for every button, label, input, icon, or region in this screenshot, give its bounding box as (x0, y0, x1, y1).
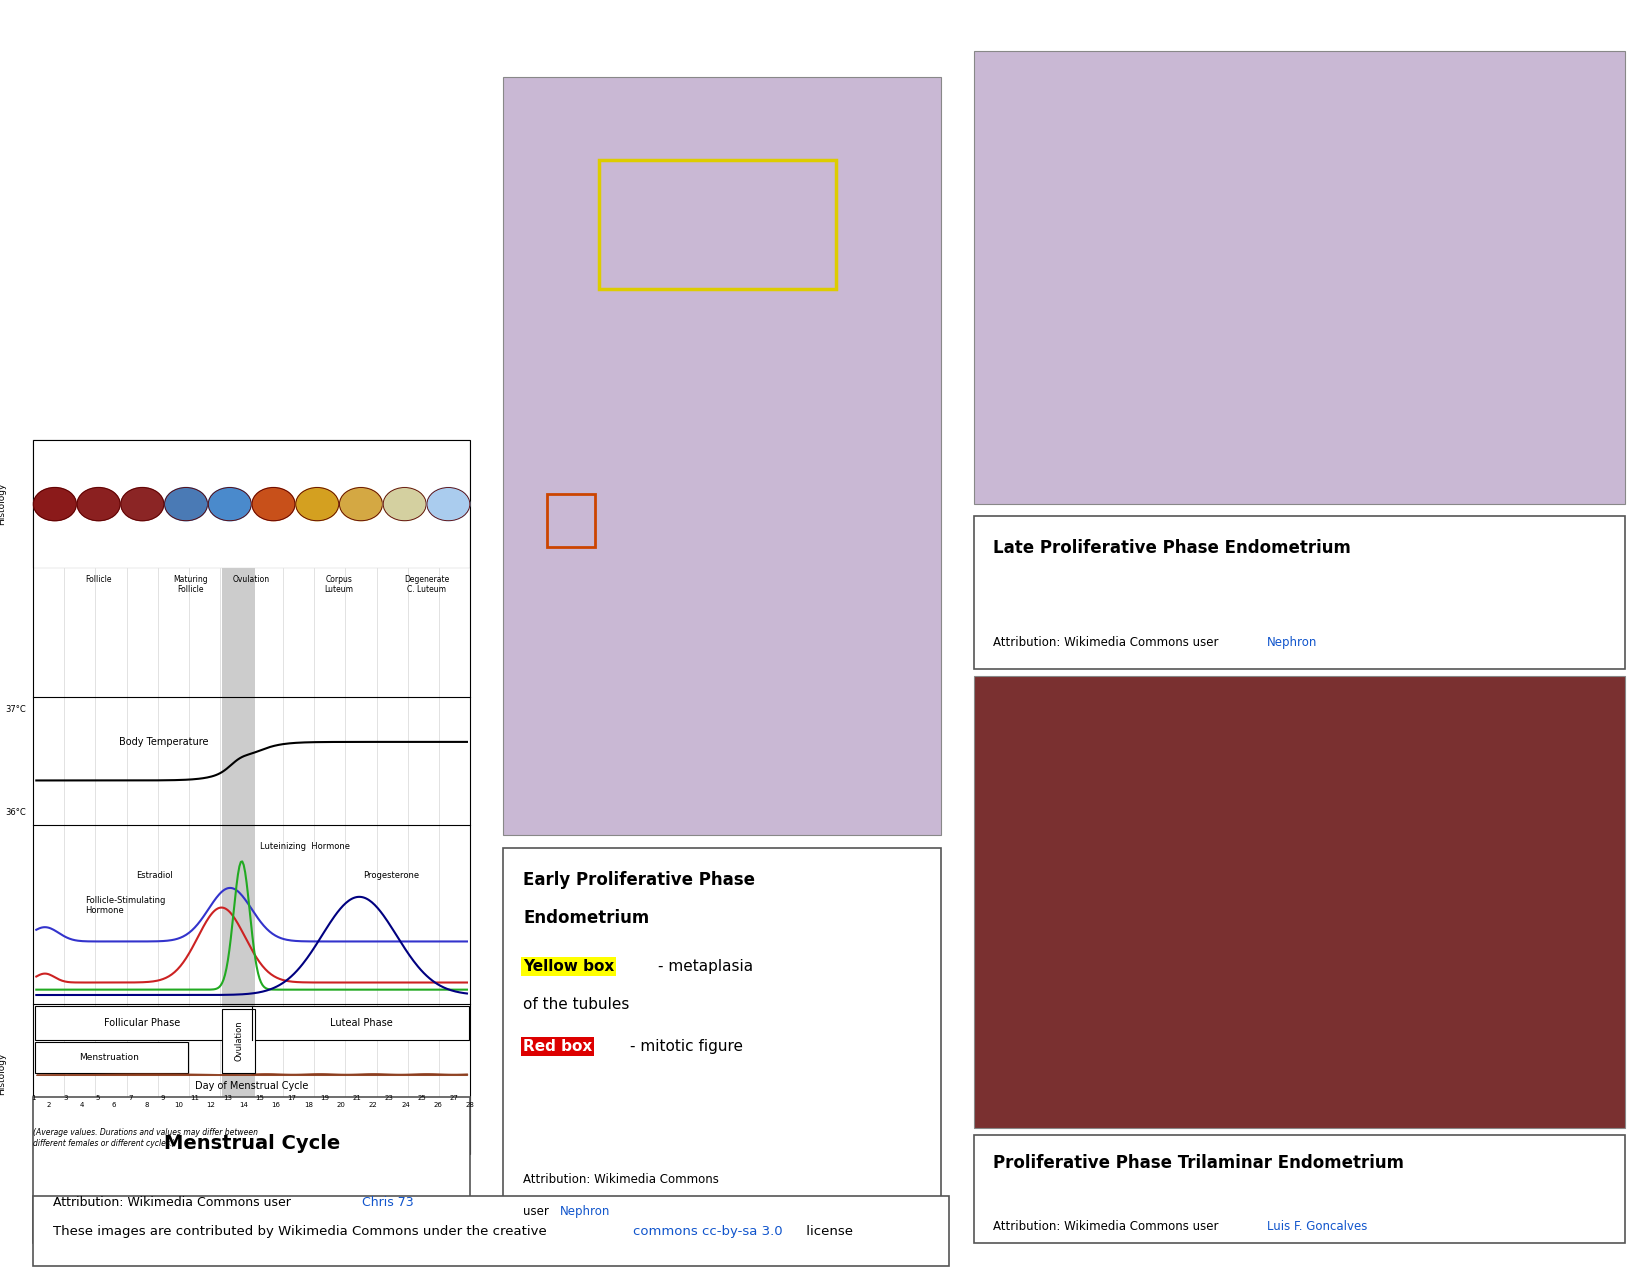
Text: - mitotic figure: - mitotic figure (630, 1039, 742, 1054)
Text: Ovarian
Histology: Ovarian Histology (0, 483, 7, 525)
Bar (33, 1096, 470, 1243)
Bar (503, 848, 940, 1243)
Text: 1: 1 (31, 1095, 35, 1100)
Text: Follicle-Stimulating
Hormone: Follicle-Stimulating Hormone (86, 896, 167, 915)
Text: Luteal Phase: Luteal Phase (330, 1017, 393, 1028)
Bar (35, 1006, 469, 1039)
Text: Ovulation: Ovulation (234, 1020, 243, 1061)
Text: 20: 20 (337, 1103, 345, 1108)
Text: Ovulation: Ovulation (233, 575, 271, 584)
Text: Progesterone: Progesterone (363, 871, 419, 880)
Text: 28: 28 (465, 1103, 475, 1108)
Bar (503, 76, 940, 835)
Circle shape (120, 487, 163, 520)
Text: Corpus
Luteum: Corpus Luteum (325, 575, 353, 594)
Bar (223, 1009, 256, 1072)
Text: - metaplasia: - metaplasia (658, 959, 754, 974)
Text: 14: 14 (239, 1103, 247, 1108)
Bar (599, 159, 835, 289)
Text: 17: 17 (287, 1095, 297, 1100)
Text: 9: 9 (160, 1095, 165, 1100)
Text: 22: 22 (368, 1103, 378, 1108)
Text: 21: 21 (353, 1095, 361, 1100)
Text: 36°C: 36°C (5, 808, 26, 817)
Text: commons cc-by-sa 3.0: commons cc-by-sa 3.0 (634, 1224, 784, 1238)
Bar (35, 1042, 188, 1072)
Text: Endometrial
Histology: Endometrial Histology (0, 1047, 7, 1102)
Bar (223, 569, 256, 1154)
Text: Attribution: Wikimedia Commons user: Attribution: Wikimedia Commons user (53, 1196, 295, 1209)
Text: 15: 15 (256, 1095, 264, 1100)
Bar (974, 516, 1625, 669)
Text: Nephron: Nephron (561, 1205, 610, 1218)
Circle shape (295, 487, 338, 520)
Text: 18: 18 (304, 1103, 314, 1108)
Text: Red box: Red box (523, 1039, 592, 1054)
Text: 8: 8 (144, 1103, 148, 1108)
Text: Proliferative Phase Trilaminar Endometrium: Proliferative Phase Trilaminar Endometri… (993, 1154, 1404, 1172)
Bar (974, 676, 1625, 1128)
Text: Luteinizing  Hormone: Luteinizing Hormone (261, 843, 350, 852)
Text: Degenerate
C. Luteum: Degenerate C. Luteum (404, 575, 449, 594)
Text: 5: 5 (96, 1095, 101, 1100)
Text: 27: 27 (449, 1095, 459, 1100)
Text: Attribution: Wikimedia Commons user: Attribution: Wikimedia Commons user (993, 636, 1223, 649)
Bar (33, 440, 470, 1154)
Text: Maturing
Follicle: Maturing Follicle (173, 575, 208, 594)
Text: Late Proliferative Phase Endometrium: Late Proliferative Phase Endometrium (993, 539, 1351, 557)
Text: 25: 25 (417, 1095, 426, 1100)
Circle shape (252, 487, 295, 520)
Text: Menstruation: Menstruation (79, 1053, 140, 1062)
Text: Attribution: Wikimedia Commons user: Attribution: Wikimedia Commons user (993, 1220, 1223, 1233)
Text: 13: 13 (223, 1095, 233, 1100)
Text: Early Proliferative Phase: Early Proliferative Phase (523, 871, 756, 889)
Text: Attribution: Wikimedia Commons: Attribution: Wikimedia Commons (523, 1173, 719, 1186)
Text: 4: 4 (79, 1103, 84, 1108)
Circle shape (427, 487, 470, 520)
Text: 6: 6 (112, 1103, 116, 1108)
Text: of the tubules: of the tubules (523, 997, 629, 1012)
Text: 10: 10 (175, 1103, 183, 1108)
Text: 12: 12 (206, 1103, 216, 1108)
Text: 37°C: 37°C (5, 705, 26, 714)
Text: These images are contributed by Wikimedia Commons under the creative: These images are contributed by Wikimedi… (53, 1224, 551, 1238)
Text: Follicular Phase: Follicular Phase (104, 1017, 180, 1028)
Circle shape (78, 487, 120, 520)
Bar (33, 1196, 949, 1266)
Text: 26: 26 (434, 1103, 442, 1108)
Text: Menstrual Cycle: Menstrual Cycle (163, 1133, 340, 1153)
Bar (548, 493, 596, 547)
Text: license: license (802, 1224, 853, 1238)
Text: 24: 24 (401, 1103, 409, 1108)
Circle shape (383, 487, 426, 520)
Bar (33, 440, 470, 1154)
Bar (974, 51, 1625, 504)
Circle shape (165, 487, 208, 520)
Text: Day of Menstrual Cycle: Day of Menstrual Cycle (195, 1081, 309, 1091)
Bar (33, 440, 470, 569)
Text: Nephron: Nephron (1267, 636, 1317, 649)
Text: Yellow box: Yellow box (523, 959, 614, 974)
Circle shape (340, 487, 383, 520)
Text: 23: 23 (384, 1095, 394, 1100)
Text: (Average values. Durations and values may differ between
different females or di: (Average values. Durations and values ma… (33, 1128, 257, 1148)
Text: Chris 73: Chris 73 (361, 1196, 412, 1209)
Text: 11: 11 (190, 1095, 200, 1100)
Text: Luis F. Goncalves: Luis F. Goncalves (1267, 1220, 1366, 1233)
Text: 3: 3 (63, 1095, 68, 1100)
Text: Follicle: Follicle (86, 575, 112, 584)
Text: 19: 19 (320, 1095, 328, 1100)
Text: 7: 7 (129, 1095, 132, 1100)
Text: 16: 16 (271, 1103, 281, 1108)
Text: Endometrium: Endometrium (523, 909, 650, 927)
Circle shape (208, 487, 251, 520)
Circle shape (33, 487, 76, 520)
Text: Body Temperature: Body Temperature (119, 737, 210, 747)
Text: 2: 2 (46, 1103, 51, 1108)
Text: user: user (523, 1205, 553, 1218)
Bar (974, 1135, 1625, 1243)
Text: Hormones: Hormones (0, 890, 2, 940)
Text: Estradiol: Estradiol (137, 871, 173, 880)
